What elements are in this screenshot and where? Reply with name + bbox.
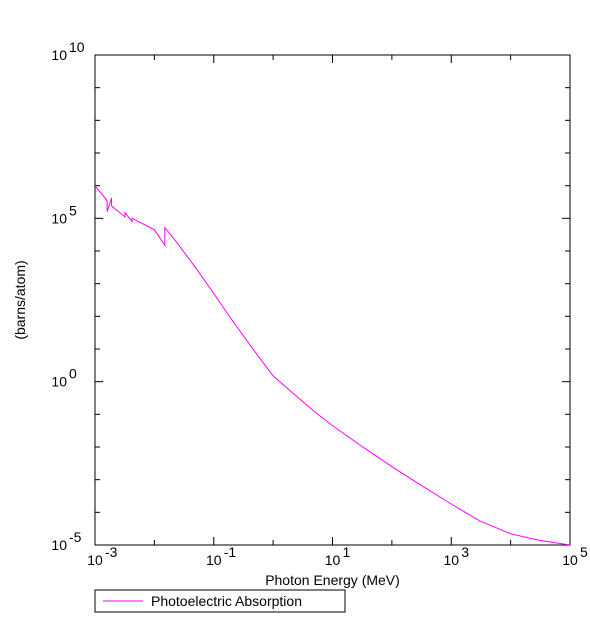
svg-text:-1: -1 — [224, 544, 237, 560]
svg-text:10: 10 — [69, 39, 85, 55]
legend-label: Photoelectric Absorption — [151, 593, 302, 609]
x-tick-label: 101 — [325, 544, 351, 568]
svg-text:-3: -3 — [105, 544, 118, 560]
svg-text:10: 10 — [51, 374, 67, 390]
x-tick-label: 103 — [443, 544, 469, 568]
svg-text:5: 5 — [69, 202, 77, 218]
svg-text:10: 10 — [51, 210, 67, 226]
svg-text:10: 10 — [206, 552, 222, 568]
x-tick-label: 10-3 — [87, 544, 117, 568]
y-tick-label: 10-5 — [51, 529, 81, 553]
plot-area — [95, 55, 570, 545]
svg-text:1: 1 — [343, 544, 351, 560]
series-line-0 — [95, 186, 570, 545]
svg-text:10: 10 — [443, 552, 459, 568]
svg-text:10: 10 — [325, 552, 341, 568]
y-tick-label: 1010 — [51, 39, 84, 63]
svg-text:10: 10 — [562, 552, 578, 568]
chart-container: { "chart": { "type": "line", "width": 59… — [0, 0, 590, 636]
svg-text:10: 10 — [51, 537, 67, 553]
svg-text:5: 5 — [580, 544, 588, 560]
y-tick-label: 100 — [51, 366, 77, 390]
y-tick-label: 105 — [51, 202, 77, 226]
svg-text:10: 10 — [51, 47, 67, 63]
y-axis-label: (barns/atom) — [12, 260, 28, 339]
svg-text:3: 3 — [461, 544, 469, 560]
x-axis-label: Photon Energy (MeV) — [265, 572, 400, 588]
svg-text:0: 0 — [69, 366, 77, 382]
x-tick-label: 10-1 — [206, 544, 236, 568]
x-tick-label: 105 — [562, 544, 588, 568]
svg-text:10: 10 — [87, 552, 103, 568]
svg-text:-5: -5 — [69, 529, 82, 545]
chart-svg: 10-310-110110310510-51001051010Photon En… — [0, 0, 590, 636]
